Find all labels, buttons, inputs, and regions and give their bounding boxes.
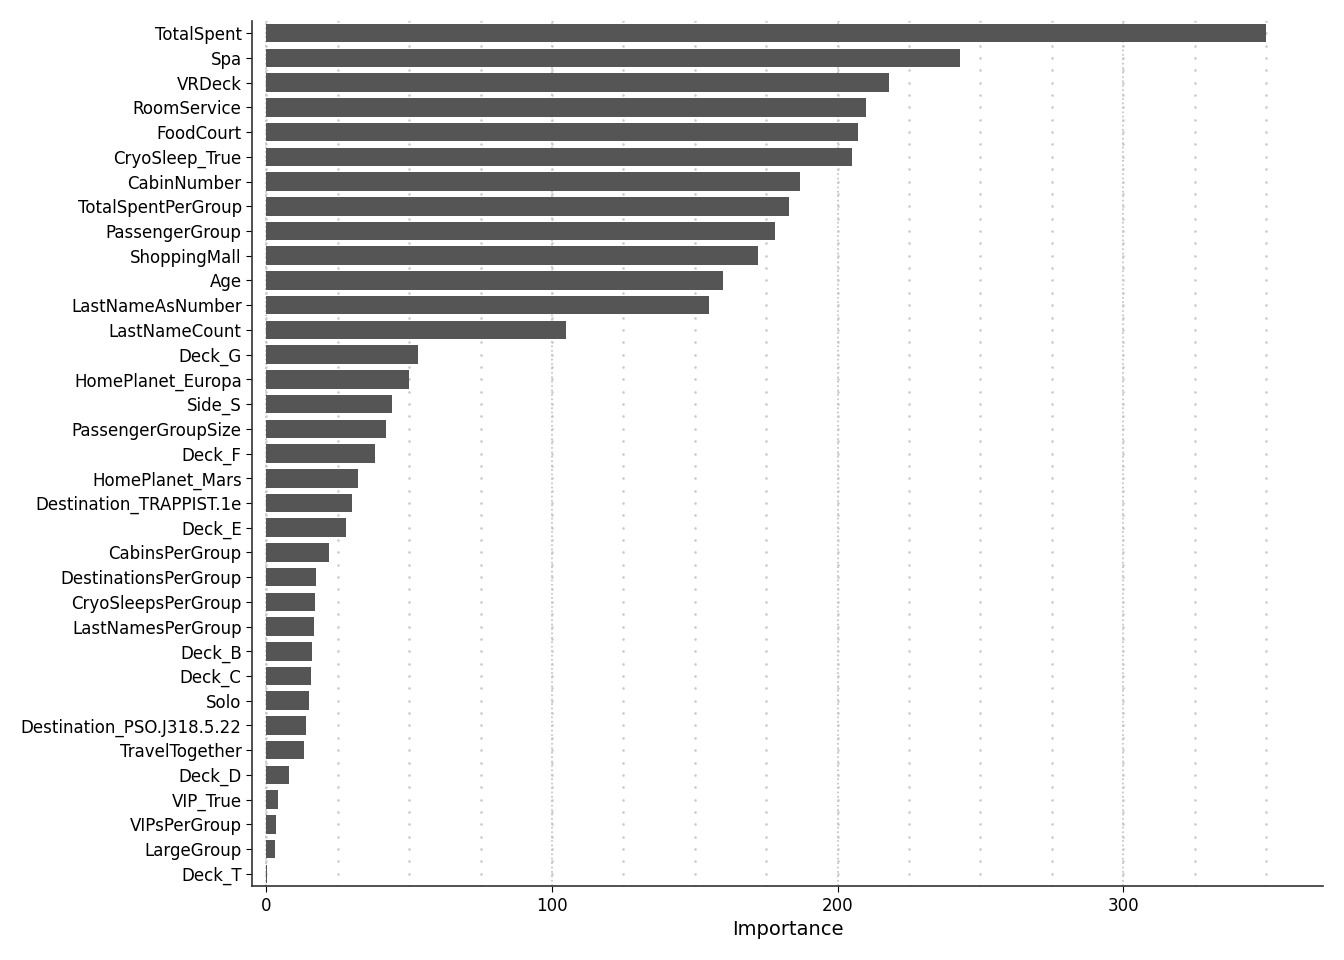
Bar xyxy=(266,766,289,784)
Bar xyxy=(266,296,710,315)
Bar xyxy=(266,592,314,612)
Bar xyxy=(266,247,758,265)
Bar xyxy=(266,790,278,809)
Bar xyxy=(266,73,888,92)
Bar xyxy=(266,493,352,513)
Bar xyxy=(266,148,852,166)
Bar xyxy=(266,420,386,438)
Bar xyxy=(266,444,375,463)
Bar xyxy=(266,691,309,710)
Bar xyxy=(266,716,306,734)
Bar xyxy=(266,24,1266,42)
Bar xyxy=(266,741,304,759)
Bar xyxy=(266,518,347,537)
Bar xyxy=(266,123,857,141)
Bar xyxy=(266,172,801,191)
Bar xyxy=(266,840,276,858)
Bar xyxy=(266,370,409,389)
Bar xyxy=(266,271,723,290)
Bar xyxy=(266,568,316,587)
Bar xyxy=(266,469,358,488)
Bar xyxy=(266,642,312,660)
Bar xyxy=(266,395,392,414)
Bar xyxy=(266,222,774,240)
Bar xyxy=(266,197,789,216)
Bar xyxy=(266,321,566,339)
Bar xyxy=(266,346,418,364)
Bar xyxy=(266,815,277,833)
X-axis label: Importance: Importance xyxy=(732,921,844,939)
Bar xyxy=(266,667,310,685)
Bar xyxy=(266,49,961,67)
Bar xyxy=(266,617,313,636)
Bar xyxy=(266,543,329,562)
Bar xyxy=(266,98,866,117)
